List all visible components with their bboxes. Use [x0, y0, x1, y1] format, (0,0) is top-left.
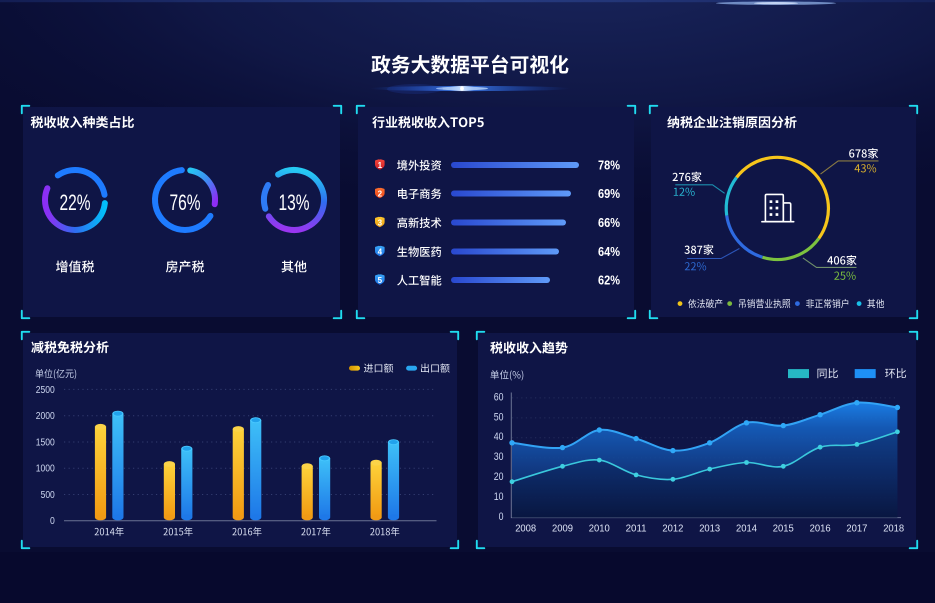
- svg-text:13%: 13%: [279, 190, 310, 215]
- svg-text:4: 4: [378, 247, 383, 256]
- svg-text:1000: 1000: [36, 464, 55, 475]
- svg-text:62%: 62%: [598, 272, 620, 287]
- svg-text:0: 0: [50, 516, 55, 527]
- svg-text:30: 30: [494, 451, 504, 463]
- svg-text:10: 10: [494, 491, 504, 503]
- svg-text:2008: 2008: [515, 524, 536, 535]
- svg-text:2011: 2011: [626, 524, 647, 535]
- svg-text:64%: 64%: [598, 244, 620, 259]
- svg-text:2: 2: [378, 189, 383, 198]
- svg-text:2500: 2500: [36, 385, 55, 396]
- svg-text:78%: 78%: [598, 157, 620, 172]
- svg-text:66%: 66%: [598, 215, 620, 230]
- svg-text:2000: 2000: [36, 411, 55, 422]
- svg-text:2009: 2009: [552, 524, 573, 535]
- svg-text:2017: 2017: [846, 524, 867, 535]
- svg-text:20: 20: [494, 471, 504, 483]
- svg-text:2014: 2014: [736, 524, 757, 535]
- svg-text:2015: 2015: [773, 524, 794, 535]
- svg-text:2013: 2013: [699, 524, 720, 535]
- svg-text:76%: 76%: [170, 190, 201, 215]
- svg-text:50: 50: [494, 411, 504, 423]
- svg-text:22%: 22%: [60, 190, 91, 215]
- svg-text:2018: 2018: [883, 524, 904, 535]
- svg-text:60: 60: [494, 391, 504, 403]
- svg-text:3: 3: [378, 218, 383, 227]
- svg-text:2016: 2016: [810, 524, 831, 535]
- svg-text:1500: 1500: [36, 437, 55, 448]
- svg-text:1: 1: [378, 161, 383, 170]
- svg-text:69%: 69%: [598, 186, 620, 201]
- svg-text:500: 500: [41, 490, 56, 501]
- svg-text:2012: 2012: [662, 524, 683, 535]
- svg-text:0: 0: [499, 511, 504, 523]
- svg-text:40: 40: [494, 431, 504, 443]
- svg-text:5: 5: [378, 276, 383, 285]
- svg-text:2010: 2010: [589, 524, 610, 535]
